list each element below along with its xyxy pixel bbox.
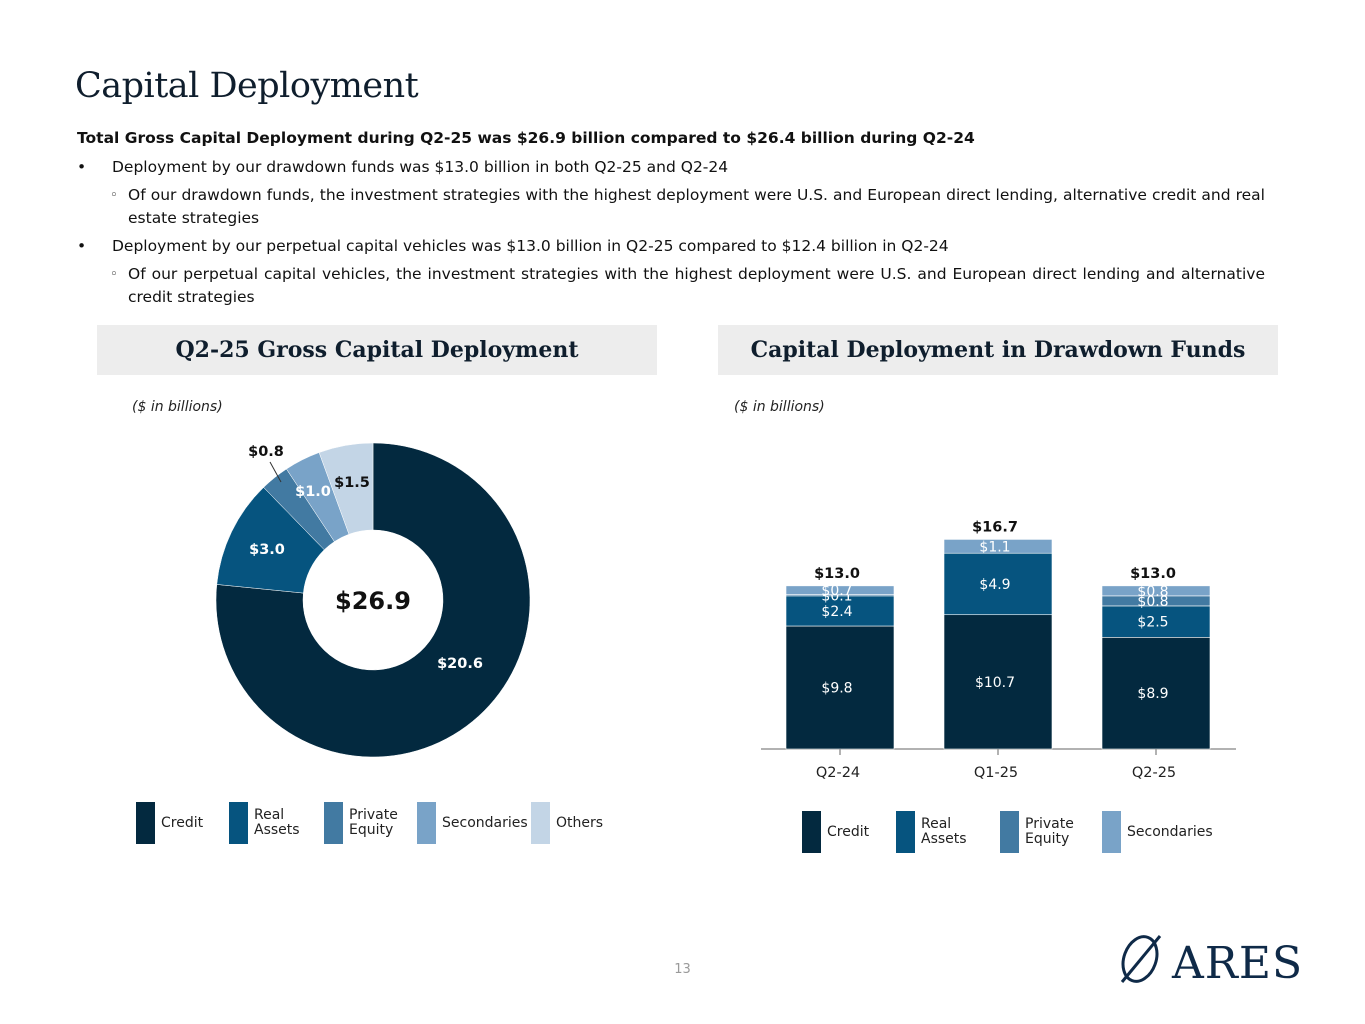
bar-segment-credit xyxy=(1101,637,1211,750)
legend-swatch xyxy=(1000,811,1019,853)
bar-data-label: $2.5 xyxy=(1137,615,1168,631)
legend-swatch xyxy=(136,802,155,844)
bullet-item: Deployment by our perpetual capital vehi… xyxy=(77,235,1265,258)
bar-data-label: $10.7 xyxy=(975,675,1015,691)
bar-total-label: $13.0 xyxy=(814,566,860,582)
bar-segment-real-assets xyxy=(785,595,895,627)
bar-total-label: $16.7 xyxy=(972,519,1018,535)
sub-bullet-item: Of our perpetual capital vehicles, the i… xyxy=(77,263,1265,309)
bar-data-label: $0.8 xyxy=(1137,584,1168,600)
legend-label: Secondaries xyxy=(1127,823,1213,840)
stacked-bar-chart: $9.8$2.4$0.1$0.7$13.0Q2-24$10.7$4.9$1.1$… xyxy=(761,519,1236,781)
legend-item: Others xyxy=(531,802,611,844)
legend-label: Real Assets xyxy=(921,816,967,847)
donut-chart-title: Q2-25 Gross Capital Deployment xyxy=(97,325,657,375)
legend-swatch xyxy=(1102,811,1121,853)
legend-label: Credit xyxy=(161,814,204,831)
page-number: 13 xyxy=(674,962,691,977)
legend-item: Credit xyxy=(802,811,896,853)
bar-segment-credit xyxy=(785,625,895,750)
bar-segment-real-assets xyxy=(1101,605,1211,638)
bar-chart-title: Capital Deployment in Drawdown Funds xyxy=(718,325,1278,375)
ares-logo-icon xyxy=(1120,935,1162,983)
bar-data-label: $0.8 xyxy=(1137,594,1168,610)
bar-legend: Credit Real Assets Private Equity Secondaries xyxy=(802,811,1242,853)
donut-chart: $20.6 $3.0 $0.8 $1.0$1.5 $26.9 xyxy=(215,442,531,758)
x-tick-label: Q2-24 xyxy=(816,765,860,781)
legend-item: Credit xyxy=(136,802,229,844)
legend-label: Secondaries xyxy=(442,814,528,831)
bar-segment-secondaries xyxy=(1101,585,1211,597)
bar-data-label: $4.9 xyxy=(979,577,1010,593)
donut-data-label: $1.5 xyxy=(334,475,370,491)
legend-item: Real Assets xyxy=(896,811,1000,853)
x-tick-label: Q2-25 xyxy=(1132,765,1176,781)
donut-slice-others xyxy=(318,442,374,535)
legend-label: Private Equity xyxy=(349,807,398,838)
bar-data-label: $2.4 xyxy=(821,604,852,620)
headline: Total Gross Capital Deployment during Q2… xyxy=(77,129,975,147)
bullet-item: Deployment by our drawdown funds was $13… xyxy=(77,156,1265,179)
legend-swatch xyxy=(324,802,343,844)
bullet-list: Deployment by our drawdown funds was $13… xyxy=(77,156,1265,314)
legend-item: Secondaries xyxy=(1102,811,1242,853)
legend-label: Private Equity xyxy=(1025,816,1074,847)
donut-data-label: $1.0 xyxy=(295,484,331,500)
legend-item: Secondaries xyxy=(417,802,531,844)
bar-segment-secondaries xyxy=(785,585,895,595)
logo-text: ARES xyxy=(1172,938,1304,989)
legend-item: Private Equity xyxy=(1000,811,1102,853)
legend-swatch xyxy=(896,811,915,853)
page-title: Capital Deployment xyxy=(75,66,419,106)
donut-data-label: $3.0 xyxy=(249,542,285,558)
bar-segment-credit xyxy=(943,614,1053,750)
legend-item: Private Equity xyxy=(324,802,417,844)
donut-legend: Credit Real Assets Private Equity Secondaries… xyxy=(136,802,611,844)
bar-data-label: $0.7 xyxy=(821,583,852,599)
bar-units-label: ($ in billions) xyxy=(734,399,825,415)
legend-swatch xyxy=(417,802,436,844)
legend-label: Credit xyxy=(827,823,870,840)
donut-center-total: $26.9 xyxy=(335,587,411,615)
legend-label: Others xyxy=(556,814,604,831)
sub-bullet-item: Of our drawdown funds, the investment st… xyxy=(77,184,1265,230)
legend-swatch xyxy=(802,811,821,853)
donut-units-label: ($ in billions) xyxy=(132,399,223,415)
legend-swatch xyxy=(531,802,550,844)
donut-leader-line xyxy=(269,461,282,483)
x-tick-label: Q1-25 xyxy=(974,765,1018,781)
bar-data-label: $1.1 xyxy=(979,539,1010,555)
legend-swatch xyxy=(229,802,248,844)
bar-total-label: $13.0 xyxy=(1130,566,1176,582)
legend-label: Real Assets xyxy=(254,807,300,838)
donut-data-label: $0.8 xyxy=(248,444,284,460)
bar-segment-real-assets xyxy=(943,552,1053,616)
bar-data-label: $8.9 xyxy=(1137,686,1168,702)
donut-data-label: $20.6 xyxy=(437,656,483,672)
bar-data-label: $9.8 xyxy=(821,681,852,697)
legend-item: Real Assets xyxy=(229,802,324,844)
bar-segment-secondaries xyxy=(943,539,1053,554)
